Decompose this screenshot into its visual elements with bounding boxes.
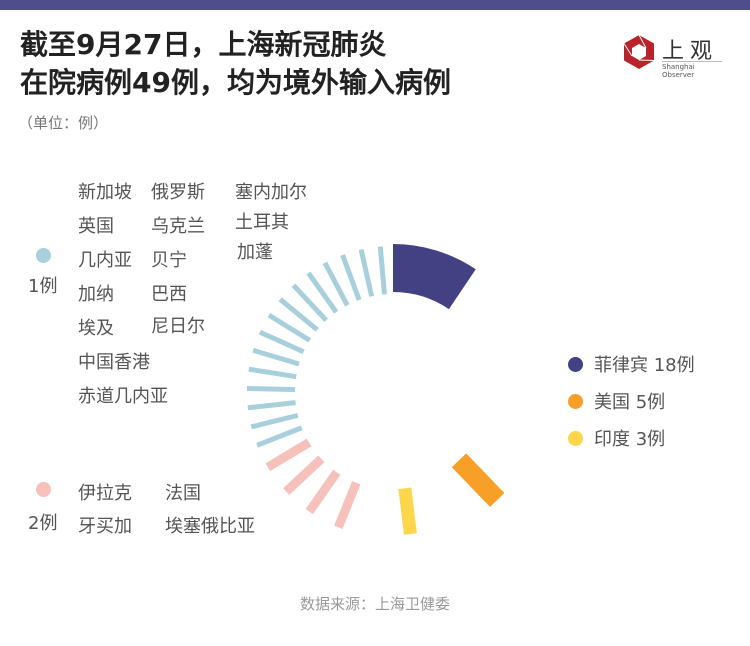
legend-dot-icon xyxy=(568,431,583,446)
country-label: 牙买加 xyxy=(78,516,132,537)
bar-one-case xyxy=(267,312,312,343)
legend-label: 印度 3例 xyxy=(594,429,666,450)
bar-one-case xyxy=(248,366,297,380)
legend-item-philippines: 菲律宾 18例 xyxy=(568,351,695,377)
bar-one-case xyxy=(306,271,339,314)
bar-one-case xyxy=(252,347,300,367)
bar-one-case xyxy=(340,254,362,301)
bar-two-case xyxy=(265,438,312,472)
logo-hexagon-icon xyxy=(623,34,655,69)
two-case-label: 2例 xyxy=(28,513,58,534)
top-accent-bar xyxy=(0,0,750,10)
unit-label: （单位：例） xyxy=(18,114,109,132)
country-label: 伊拉克 xyxy=(78,483,132,504)
bar-one-case xyxy=(250,412,299,430)
legend-label: 菲律宾 18例 xyxy=(594,355,695,376)
country-label: 埃塞俄比亚 xyxy=(165,516,255,537)
bar-one-case xyxy=(256,425,303,448)
country-label: 新加坡 xyxy=(78,182,132,203)
bar-one-case xyxy=(322,261,350,307)
country-label: 中国香港 xyxy=(78,352,150,373)
one-case-dot-icon xyxy=(36,248,51,263)
logo-text-en: Shanghai Observer xyxy=(662,61,722,79)
title-line-2: 在院病例49例，均为境外输入病例 xyxy=(20,66,451,99)
bar-india xyxy=(398,487,417,535)
country-label: 俄罗斯 xyxy=(151,182,205,203)
bar-one-case xyxy=(247,400,296,411)
bar-two-case xyxy=(305,469,341,515)
legend-item-india: 印度 3例 xyxy=(568,425,665,451)
bar-one-case xyxy=(291,283,328,323)
country-label: 巴西 xyxy=(151,284,187,305)
bar-one-case xyxy=(358,248,375,297)
country-label: 法国 xyxy=(165,483,201,504)
country-label: 埃及 xyxy=(78,318,114,339)
legend-dot-icon xyxy=(568,394,583,409)
shanghai-observer-logo: 上观 Shanghai Observer xyxy=(620,33,730,79)
country-label: 塞内加尔 xyxy=(235,182,307,203)
bar-two-case xyxy=(283,455,325,495)
title-line-1: 截至9月27日，上海新冠肺炎 xyxy=(20,28,387,61)
bar-one-case xyxy=(258,329,305,355)
country-label: 英国 xyxy=(78,216,114,237)
page-title: 截至9月27日，上海新冠肺炎 在院病例49例，均为境外输入病例 xyxy=(20,26,451,102)
country-label: 加纳 xyxy=(78,284,114,305)
logo-text-cn: 上观 xyxy=(662,39,719,64)
bar-one-case xyxy=(377,246,387,295)
bar-one-case xyxy=(278,297,319,332)
bar-one-case xyxy=(246,385,296,393)
country-label: 乌克兰 xyxy=(151,216,205,237)
two-case-dot-icon xyxy=(36,482,51,497)
legend-dot-icon xyxy=(568,357,583,372)
legend-label: 美国 5例 xyxy=(594,392,666,413)
country-label: 赤道几内亚 xyxy=(78,386,168,407)
country-label: 土耳其 xyxy=(235,212,289,233)
data-source: 数据来源：上海卫健委 xyxy=(299,595,450,613)
country-label: 几内亚 xyxy=(78,250,132,271)
bar-usa xyxy=(451,453,505,507)
one-case-label: 1例 xyxy=(28,276,58,297)
country-label: 加蓬 xyxy=(237,242,273,263)
country-label: 贝宁 xyxy=(151,250,187,271)
country-label: 尼日尔 xyxy=(151,316,205,337)
legend-item-usa: 美国 5例 xyxy=(568,388,665,414)
bar-two-case xyxy=(334,481,361,530)
bar-philippines xyxy=(393,243,476,310)
